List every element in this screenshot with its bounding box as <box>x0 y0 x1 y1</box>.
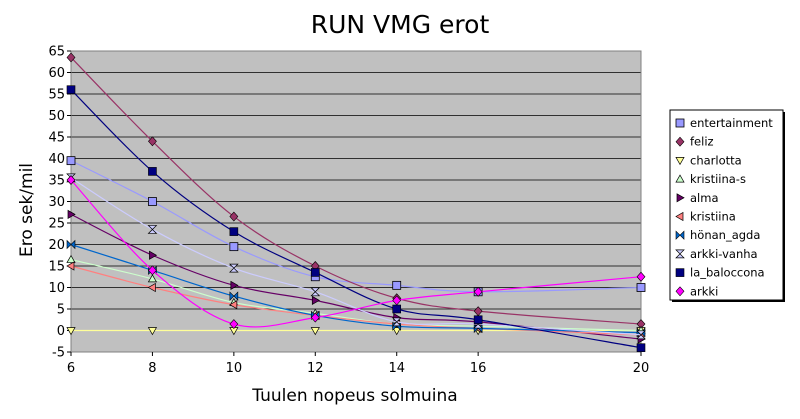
data-point <box>229 300 238 310</box>
data-point <box>636 343 646 353</box>
data-point <box>149 250 158 260</box>
legend-marker <box>675 268 685 277</box>
legend-marker <box>675 118 685 128</box>
data-point <box>310 268 320 277</box>
legend-label: kristiina <box>690 210 736 224</box>
data-point <box>310 312 320 323</box>
legend-label: charlotta <box>690 153 742 167</box>
legend-marker <box>675 249 685 259</box>
legend-label: arkki-vanha <box>690 247 758 261</box>
plot-area: -5 0 5 10 15 20 25 30 35 40 45 50 55 60 65 6 8 10 12 14 16 20 <box>48 45 649 377</box>
legend-marker <box>675 157 685 166</box>
y-tick-label: 25 <box>48 217 65 232</box>
data-point <box>148 265 157 276</box>
legend-label: la_baloccona <box>690 266 765 280</box>
data-point <box>230 280 239 290</box>
data-point <box>229 211 239 222</box>
data-point <box>229 263 239 273</box>
data-point <box>148 197 157 206</box>
y-tick-label: 20 <box>48 238 65 253</box>
y-tick-label: 5 <box>57 303 65 318</box>
data-point <box>148 136 157 147</box>
y-tick-label: 30 <box>48 195 65 210</box>
y-tick-label: 10 <box>48 281 65 296</box>
data-point <box>147 274 158 283</box>
data-point <box>66 239 76 250</box>
y-tick-label: 60 <box>48 66 65 81</box>
legend: entertainment feliz charlotta kristiina-s al… <box>669 109 785 302</box>
data-point <box>66 175 76 185</box>
y-tick-label: 15 <box>48 260 65 275</box>
data-point <box>473 315 483 325</box>
x-tick-label: 10 <box>226 361 243 376</box>
data-point <box>66 254 76 263</box>
x-tick-label: 12 <box>307 361 324 376</box>
y-tick-label: 65 <box>48 45 65 60</box>
data-point <box>473 286 483 297</box>
y-tick-label: -5 <box>52 346 65 361</box>
data-point <box>229 227 239 236</box>
data-point <box>636 283 646 292</box>
data-point <box>67 209 76 220</box>
chart-title: RUN VMG erot <box>311 10 490 39</box>
data-point <box>636 271 646 282</box>
x-tick-label: 8 <box>148 361 156 376</box>
legend-marker <box>675 136 685 147</box>
legend-marker <box>675 174 685 183</box>
data-point <box>147 327 158 336</box>
data-point <box>392 295 402 306</box>
data-point <box>66 52 76 63</box>
data-point <box>66 327 76 336</box>
x-tick-label: 14 <box>388 361 405 376</box>
data-point <box>229 319 239 330</box>
data-point <box>310 287 321 297</box>
data-point <box>147 282 156 293</box>
legend-label: arkki <box>690 284 718 298</box>
data-point <box>392 280 402 290</box>
data-point <box>147 225 158 234</box>
data-point <box>311 295 320 306</box>
legend-marker <box>675 230 685 240</box>
data-point <box>148 167 157 176</box>
x-tick-label: 20 <box>633 361 650 376</box>
y-tick-label: 50 <box>48 109 65 124</box>
legend-label: alma <box>690 191 719 205</box>
legend-label: entertainment <box>690 116 773 130</box>
legend-marker <box>675 211 684 222</box>
data-point <box>392 304 402 314</box>
legend-marker <box>676 193 685 203</box>
legend-box <box>669 109 784 301</box>
x-tick-label: 6 <box>67 361 75 376</box>
legend-label: hönan_agda <box>690 228 760 242</box>
x-axis-title: Tuulen nopeus solmuina <box>251 386 457 406</box>
legend-label: kristiina-s <box>690 172 746 186</box>
data-point <box>636 330 646 340</box>
data-point <box>229 242 239 252</box>
y-tick-label: 40 <box>48 152 65 167</box>
data-point <box>392 327 402 336</box>
y-axis-title: Ero sek/mil <box>17 163 37 257</box>
legend-marker <box>675 286 685 297</box>
data-point <box>66 261 75 271</box>
y-tick-label: 55 <box>48 88 65 103</box>
x-tick-label: 16 <box>470 361 487 376</box>
y-tick-label: 35 <box>48 174 65 189</box>
legend-label: feliz <box>690 135 714 149</box>
data-point <box>310 327 320 336</box>
y-tick-label: 0 <box>57 324 65 339</box>
data-point <box>391 317 402 327</box>
data-point <box>229 291 239 301</box>
data-point <box>66 156 76 166</box>
data-point <box>66 85 76 94</box>
y-tick-label: 45 <box>48 131 65 146</box>
